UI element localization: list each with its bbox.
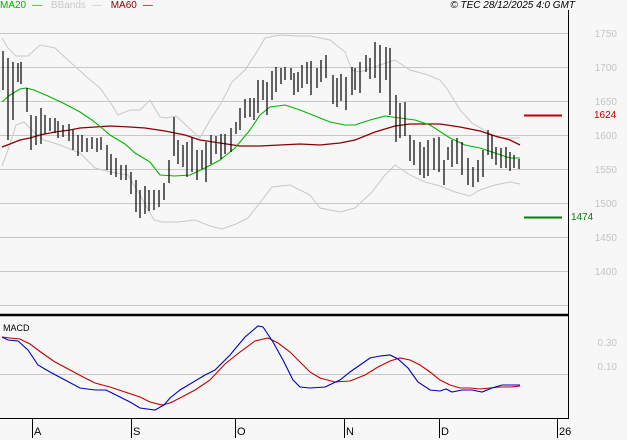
x-axis-label: 26 <box>559 426 572 438</box>
price-axis-label: 1550 <box>594 165 617 176</box>
x-axis-label: O <box>237 426 246 438</box>
price-axis-label: 1400 <box>594 267 617 278</box>
price-gridlines <box>0 33 568 375</box>
x-axis-label: D <box>441 426 449 438</box>
price-axis-label: 1450 <box>594 233 617 244</box>
macd-title: MACD <box>3 323 30 333</box>
resistance-level-label: 1624 <box>594 110 617 121</box>
legend-bbands: BBands — <box>50 0 102 11</box>
macd-line <box>1 325 520 411</box>
legend-ma20-label: MA20 <box>0 0 27 11</box>
price-axis-label: 1750 <box>594 29 617 40</box>
legend-bbands-label: BBands <box>50 0 86 11</box>
price-axis-label: 1500 <box>594 199 617 210</box>
price-axis-label: 1700 <box>594 63 617 74</box>
ma20-line <box>1 87 520 177</box>
price-axis-label: 1650 <box>594 97 617 108</box>
bbands-lower-line <box>1 121 521 230</box>
legend-ma60-label: MA60 <box>110 0 137 11</box>
copyright-timestamp: © TEC 28/12/2025 4:0 GMT <box>450 0 575 11</box>
x-axis-ticks <box>32 419 558 438</box>
x-axis-label: N <box>346 426 354 438</box>
support-level-label: 1474 <box>571 212 594 223</box>
x-axis-label: S <box>133 426 141 438</box>
macd-signal-line <box>1 336 521 406</box>
bbands-upper-line <box>1 34 520 139</box>
price-bars <box>2 42 520 218</box>
legend-ma60: MA60— <box>110 0 153 11</box>
price-axis-label: 1600 <box>594 131 617 142</box>
macd-axis-label: 0.30 <box>597 338 617 349</box>
chart-legend: MA20— BBands — MA60— <box>0 0 159 12</box>
x-axis-label: A <box>34 426 42 438</box>
macd-axis-label: 0.10 <box>597 362 617 373</box>
legend-ma20: MA20— <box>0 0 43 11</box>
